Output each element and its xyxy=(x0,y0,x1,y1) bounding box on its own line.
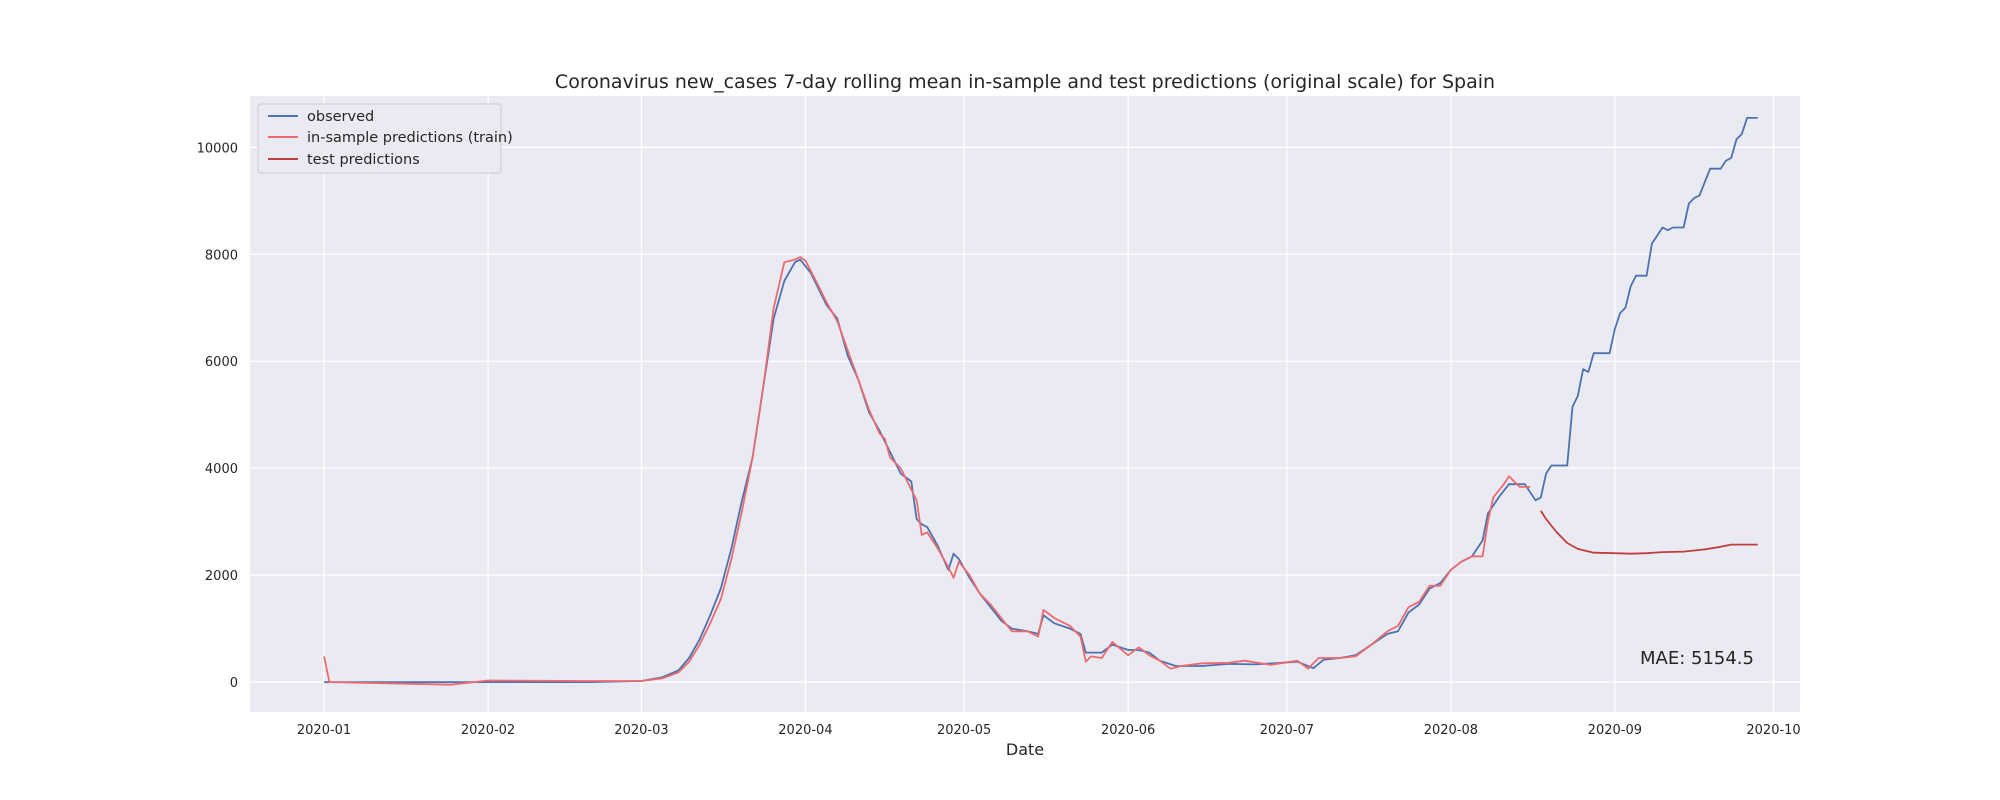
y-tick-label: 8000 xyxy=(205,248,238,263)
x-tick-label: 2020-08 xyxy=(1424,723,1478,738)
x-tick-label: 2020-06 xyxy=(1101,723,1155,738)
series-line-in-sample-predictions-train xyxy=(323,256,1531,686)
legend-label-test-predictions: test predictions xyxy=(307,152,420,168)
legend-label-in-sample-predictions: in-sample predictions (train) xyxy=(307,130,513,146)
y-tick-label: 4000 xyxy=(205,462,238,477)
y-tick-label: 2000 xyxy=(205,569,238,584)
legend: observed in-sample predictions (train) t… xyxy=(257,103,513,174)
x-tick-label: 2020-01 xyxy=(297,723,351,738)
x-tick-label: 2020-03 xyxy=(614,723,668,738)
x-tick-label: 2020-09 xyxy=(1588,723,1642,738)
y-axis: 0 2000 4000 6000 8000 10000 xyxy=(197,141,238,691)
x-tick-label: 2020-05 xyxy=(937,723,991,738)
series-layer xyxy=(323,117,1758,686)
x-axis-label: Date xyxy=(1006,740,1044,759)
legend-frame xyxy=(257,103,502,174)
series-line-test-predictions xyxy=(1540,510,1758,555)
y-tick-label: 0 xyxy=(230,676,238,691)
grid xyxy=(250,96,1800,712)
y-tick-label: 6000 xyxy=(205,355,238,370)
x-tick-label: 2020-07 xyxy=(1260,723,1314,738)
legend-label-observed: observed xyxy=(307,109,374,125)
x-axis: 2020-01 2020-02 2020-03 2020-04 2020-05 2020-… xyxy=(297,723,1801,738)
x-tick-label: 2020-04 xyxy=(778,723,832,738)
chart-title: Coronavirus new_cases 7-day rolling mean… xyxy=(555,71,1495,93)
plot-area xyxy=(250,96,1800,712)
x-tick-label: 2020-10 xyxy=(1746,723,1800,738)
mae-annotation: MAE: 5154.5 xyxy=(1640,648,1754,669)
x-tick-label: 2020-02 xyxy=(461,723,515,738)
y-tick-label: 10000 xyxy=(197,141,238,156)
